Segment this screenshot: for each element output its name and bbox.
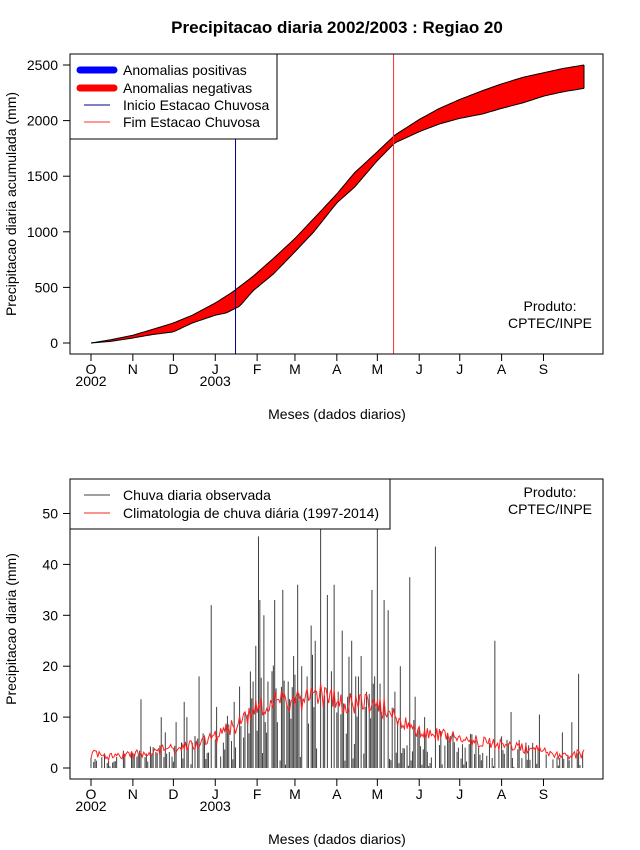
cumulative-precipitation-panel: 0 500 1000 1500 2000 2500 O N D J F M A M J J A S 2002 200… (3, 53, 604, 422)
x-tick-label: A (332, 786, 342, 802)
legend-label-start: Inicio Estacao Chuvosa (123, 97, 270, 113)
x-year-label: 2003 (200, 798, 231, 814)
credit-label: Produto: (524, 484, 577, 500)
y-axis-label: Precipitacao diaria (mm) (3, 553, 19, 705)
y-tick-label: 50 (42, 506, 58, 522)
chart-title: Precipitacao diaria 2002/2003 : Regiao 2… (171, 18, 503, 37)
daily-precipitation-panel: 0 10 20 30 40 50 O N D J F M A M J J A S 2002 2003 Meses (… (3, 478, 604, 847)
y-tick-label: 0 (50, 760, 58, 776)
y-tick-label: 0 (50, 335, 58, 351)
credit-label: Produto: (524, 298, 577, 314)
x-tick-label: J (456, 786, 463, 802)
x-tick-label: J (456, 361, 463, 377)
x-tick-label: M (289, 786, 301, 802)
legend: Chuva diaria observada Climatologia de c… (69, 478, 391, 530)
observed-rain-bars (90, 528, 584, 768)
y-tick-label: 20 (42, 658, 58, 674)
anomaly-area-layer (90, 64, 585, 344)
x-tick-label: M (289, 361, 301, 377)
y-tick-label: 1000 (27, 224, 58, 240)
x-year-label: 2003 (200, 373, 231, 389)
legend: Anomalias positivas Anomalias negativas … (69, 53, 278, 140)
x-tick-label: S (539, 786, 548, 802)
x-tick-label: F (253, 361, 262, 377)
legend-label-end: Fim Estacao Chuvosa (123, 114, 260, 130)
y-tick-label: 2500 (27, 57, 58, 73)
climatology-line (90, 683, 585, 762)
x-axis: O N D J F M A M J J A S 2002 2003 (75, 354, 548, 389)
legend-label-observed: Chuva diaria observada (123, 487, 271, 503)
x-tick-label: O (86, 361, 97, 377)
x-tick-label: M (372, 361, 384, 377)
observed-cumulative-line (90, 87, 585, 344)
x-tick-label: A (497, 786, 507, 802)
x-tick-label: A (497, 361, 507, 377)
credit-source: CPTEC/INPE (508, 315, 592, 331)
legend-label-climatology: Climatologia de chuva diária (1997-2014) (123, 505, 379, 521)
y-axis: 0 10 20 30 40 50 (42, 506, 70, 776)
x-tick-label: J (416, 361, 423, 377)
x-axis: O N D J F M A M J J A S 2002 2003 (75, 779, 548, 814)
negative-anomaly-area (91, 65, 584, 343)
x-tick-label: N (128, 786, 138, 802)
climatology-line-layer (90, 683, 585, 762)
credit-source: CPTEC/INPE (508, 501, 592, 517)
x-tick-label: M (372, 786, 384, 802)
legend-label-positive: Anomalias positivas (123, 62, 247, 78)
x-tick-label: D (168, 361, 178, 377)
legend-box (69, 478, 391, 530)
climatology-cumulative-line (90, 64, 585, 344)
x-year-label: 2002 (75, 373, 106, 389)
x-axis-label: Meses (dados diarios) (268, 406, 406, 422)
legend-label-negative: Anomalias negativas (123, 80, 252, 96)
y-tick-label: 40 (42, 556, 58, 572)
x-tick-label: S (539, 361, 548, 377)
x-tick-label: O (86, 786, 97, 802)
y-tick-label: 30 (42, 607, 58, 623)
x-tick-label: J (212, 786, 219, 802)
x-tick-label: J (416, 786, 423, 802)
y-tick-label: 2000 (27, 113, 58, 129)
x-tick-label: D (168, 786, 178, 802)
x-tick-label: A (332, 361, 342, 377)
y-axis: 0 500 1000 1500 2000 2500 (27, 57, 70, 351)
y-tick-label: 10 (42, 709, 58, 725)
y-tick-label: 500 (35, 279, 59, 295)
y-axis-label: Precipitacao diaria acumulada (mm) (3, 92, 19, 316)
x-year-label: 2002 (75, 798, 106, 814)
x-tick-label: J (212, 361, 219, 377)
y-tick-label: 1500 (27, 168, 58, 184)
x-tick-label: F (253, 786, 262, 802)
x-axis-label: Meses (dados diarios) (268, 831, 406, 847)
x-tick-label: N (128, 361, 138, 377)
